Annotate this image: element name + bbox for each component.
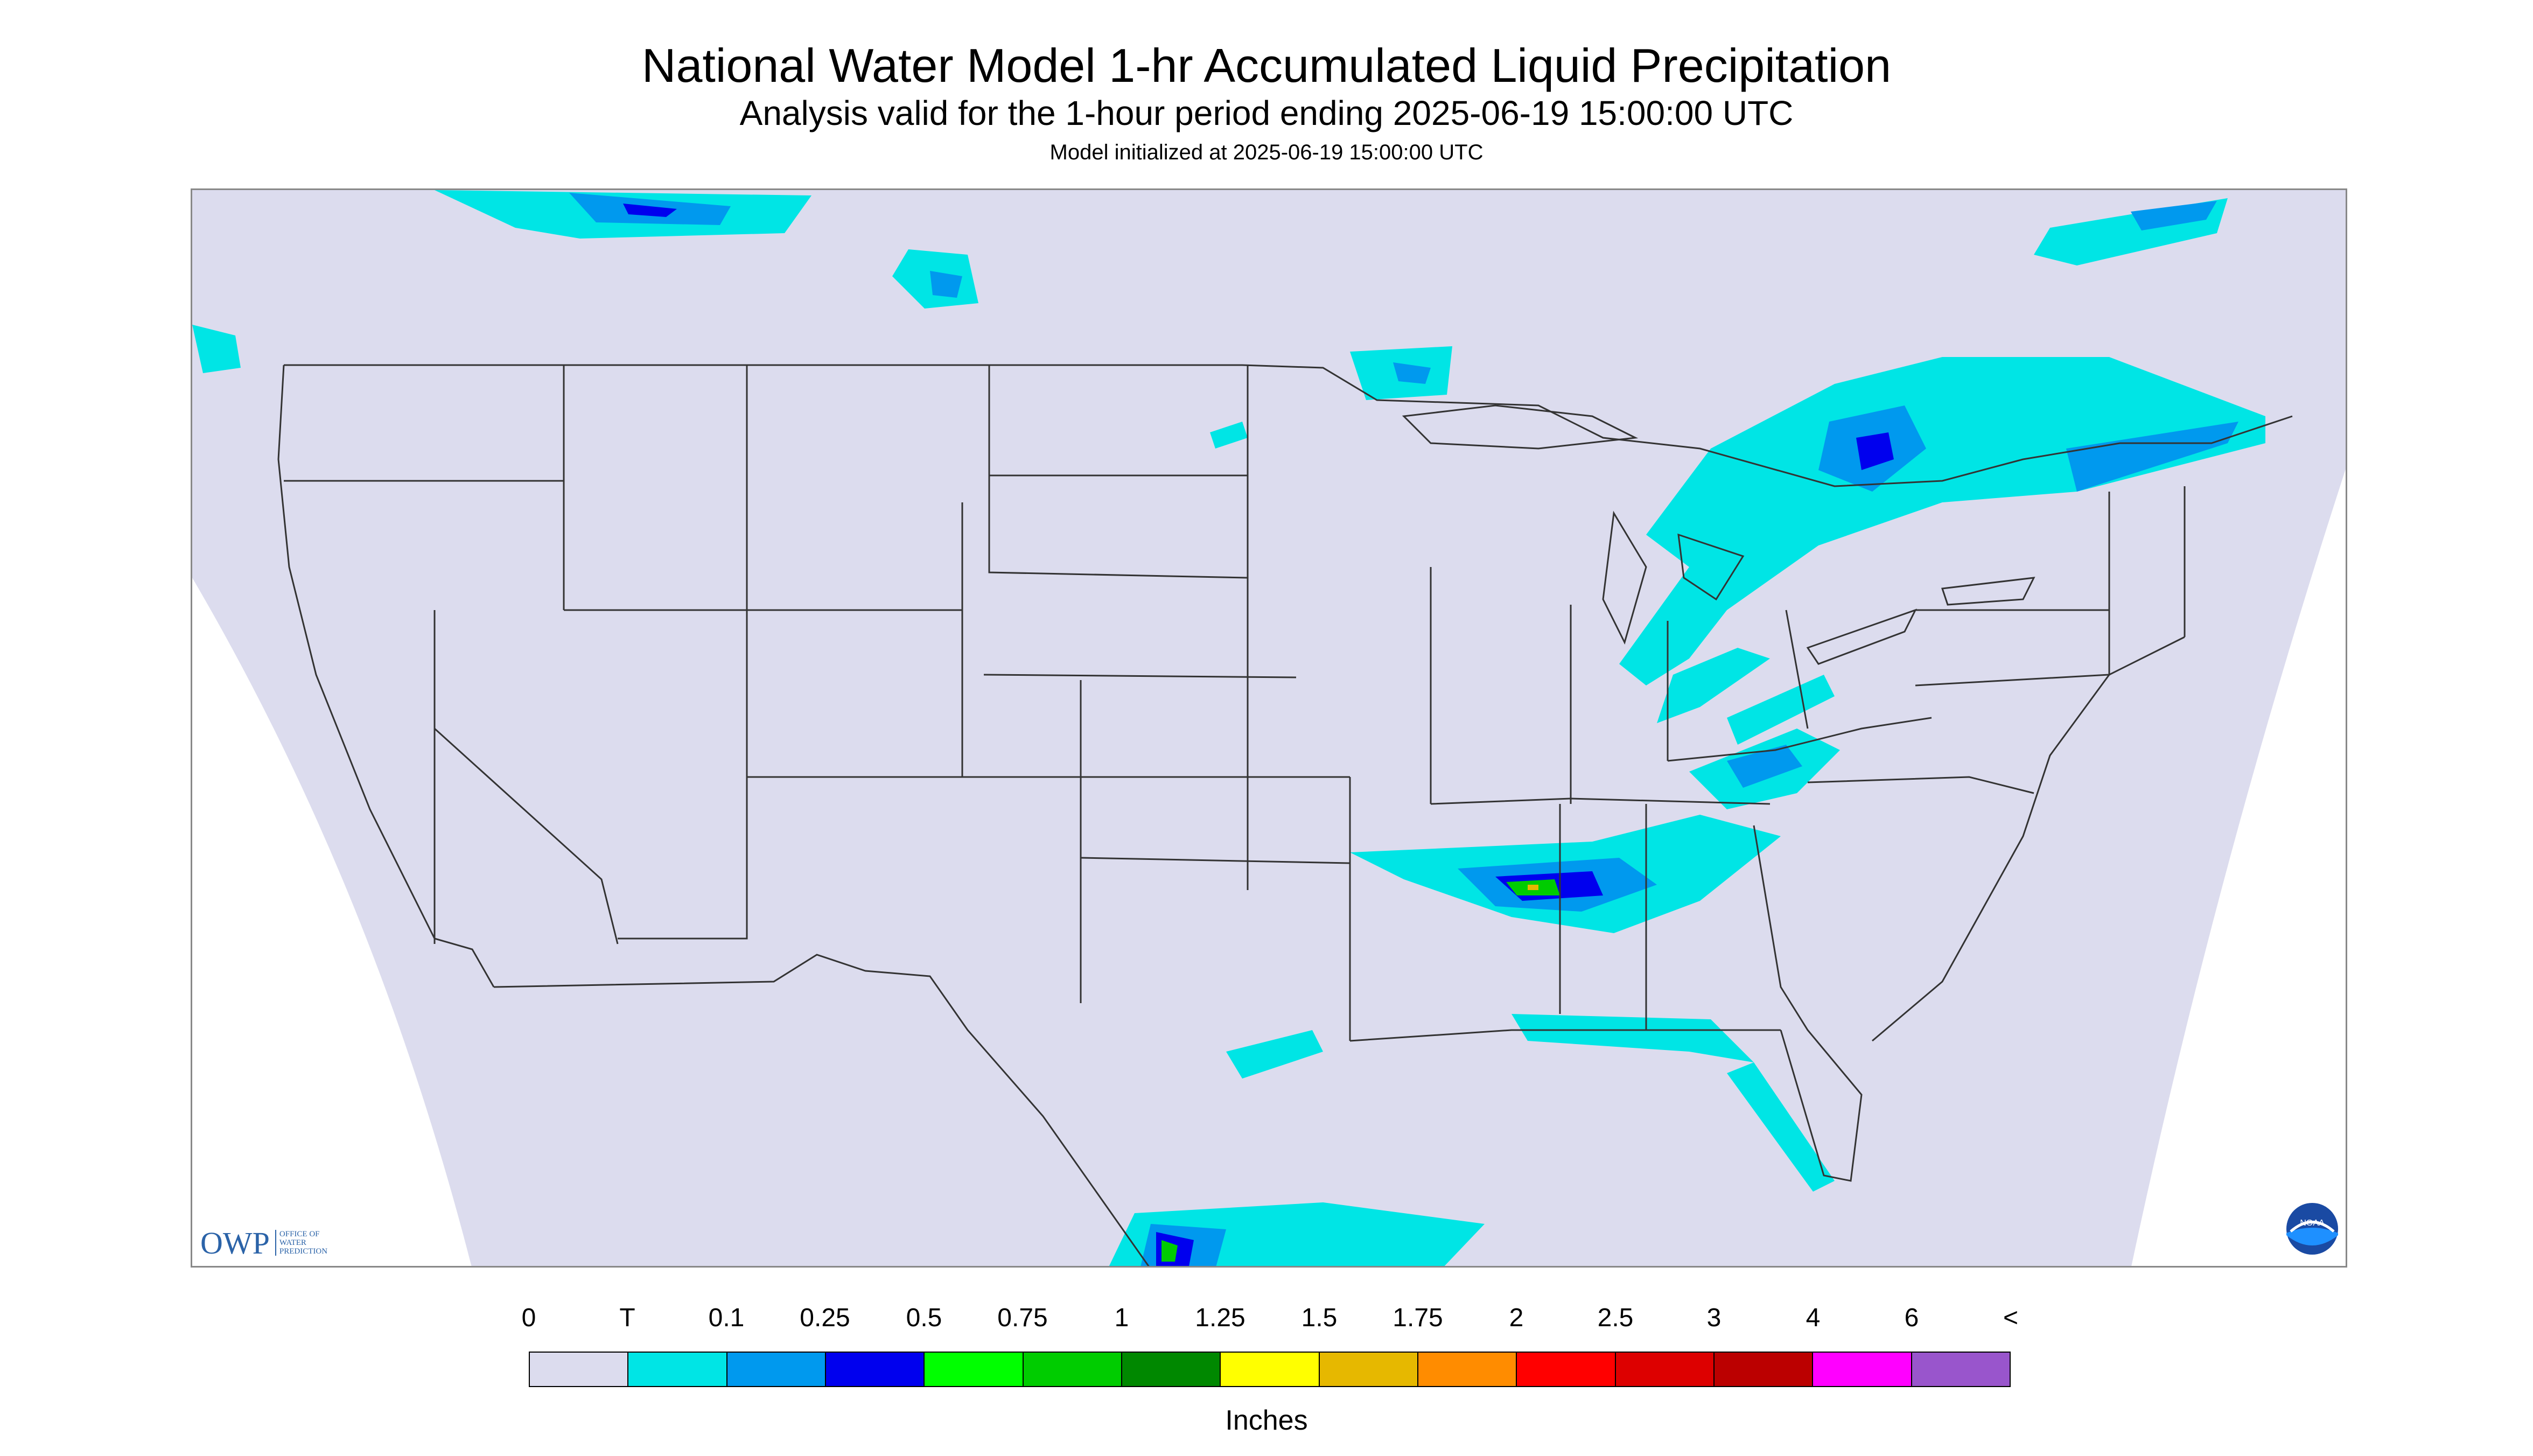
precip-quebec-band-core <box>2131 201 2217 230</box>
precip-superior-cell-core <box>1393 362 1431 384</box>
svg-text:NOAA: NOAA <box>2300 1219 2325 1228</box>
precip-ontario-east <box>2066 422 2238 492</box>
legend-swatch <box>1517 1353 1616 1386</box>
legend-swatch <box>825 1353 925 1386</box>
legend-swatch <box>1319 1353 1418 1386</box>
legend-label: T <box>619 1304 635 1332</box>
precip-florida-streaks <box>1727 1062 1835 1192</box>
legend-swatch <box>530 1353 629 1386</box>
legend-label: 0.1 <box>708 1304 745 1332</box>
legend-label: < <box>2003 1304 2019 1332</box>
precip-tn-cell-core <box>1727 745 1802 788</box>
legend-label: 3 <box>1706 1304 1722 1332</box>
legend-swatch <box>925 1353 1024 1386</box>
precip-gulf-coast <box>1512 1014 1754 1062</box>
legend-swatch <box>727 1353 826 1386</box>
precip-kentucky-streak <box>1727 675 1835 745</box>
legend-label: 1 <box>1114 1304 1129 1332</box>
legend-colorbar <box>529 1352 2011 1387</box>
legend-swatch <box>1122 1353 1221 1386</box>
legend-swatch <box>1714 1353 1814 1386</box>
legend-swatch <box>1813 1353 1912 1386</box>
legend-label: 1.5 <box>1301 1304 1338 1332</box>
model-init-time: Model initialized at 2025-06-19 15:00:00… <box>1049 141 1484 164</box>
precip-great-lakes-heavy <box>1856 432 1894 470</box>
precip-canada-north-heavy <box>623 204 677 217</box>
map-title: National Water Model 1-hr Accumulated Li… <box>641 39 1892 92</box>
precipitation-areas <box>192 190 2265 1266</box>
legend-swatch <box>1615 1353 1715 1386</box>
model-domain <box>192 190 2346 1266</box>
precip-dakota-streak <box>1210 422 1248 449</box>
precipitation-map[interactable] <box>191 188 2347 1268</box>
owp-logo-icon: OWP <box>200 1225 270 1261</box>
owp-logo: OWP Office of Water Prediction <box>200 1225 327 1261</box>
legend-label: 6 <box>1904 1304 1919 1332</box>
precip-mexico-max <box>1161 1240 1178 1262</box>
legend-swatch <box>1221 1353 1320 1386</box>
legend-label: 1.75 <box>1393 1304 1443 1332</box>
precip-canada-cell-core <box>930 271 962 298</box>
precip-great-lakes-large <box>1619 357 2265 685</box>
precip-ohio-streak <box>1657 648 1770 723</box>
legend-label: 2.5 <box>1597 1304 1634 1332</box>
precip-plains-streak <box>1226 1030 1323 1079</box>
precip-midsouth-max2 <box>1528 885 1538 890</box>
map-subtitle: Analysis valid for the 1-hour period end… <box>739 94 1794 132</box>
legend-label: 4 <box>1806 1304 1821 1332</box>
legend-label: 0.75 <box>997 1304 1048 1332</box>
legend-swatch <box>1912 1353 2010 1386</box>
noaa-logo-icon: NOAA <box>2286 1203 2338 1255</box>
legend-swatch <box>1023 1353 1122 1386</box>
legend-swatch <box>1418 1353 1517 1386</box>
owp-logo-subtitle: Office of Water Prediction <box>275 1230 327 1256</box>
legend-labels: 0 T 0.1 0.25 0.5 0.75 1 1.25 1.5 1.75 2 … <box>0 1302 2533 1334</box>
legend-label: 0.25 <box>800 1304 850 1332</box>
state-boundaries <box>277 364 2293 1266</box>
legend-label: 0 <box>521 1304 536 1332</box>
legend-swatch <box>628 1353 727 1386</box>
legend-label: 0.5 <box>906 1304 942 1332</box>
legend-unit-label: Inches <box>1225 1405 1308 1436</box>
precip-pacific-nw <box>192 325 241 373</box>
legend-label: 2 <box>1509 1304 1524 1332</box>
legend-label: 1.25 <box>1195 1304 1245 1332</box>
